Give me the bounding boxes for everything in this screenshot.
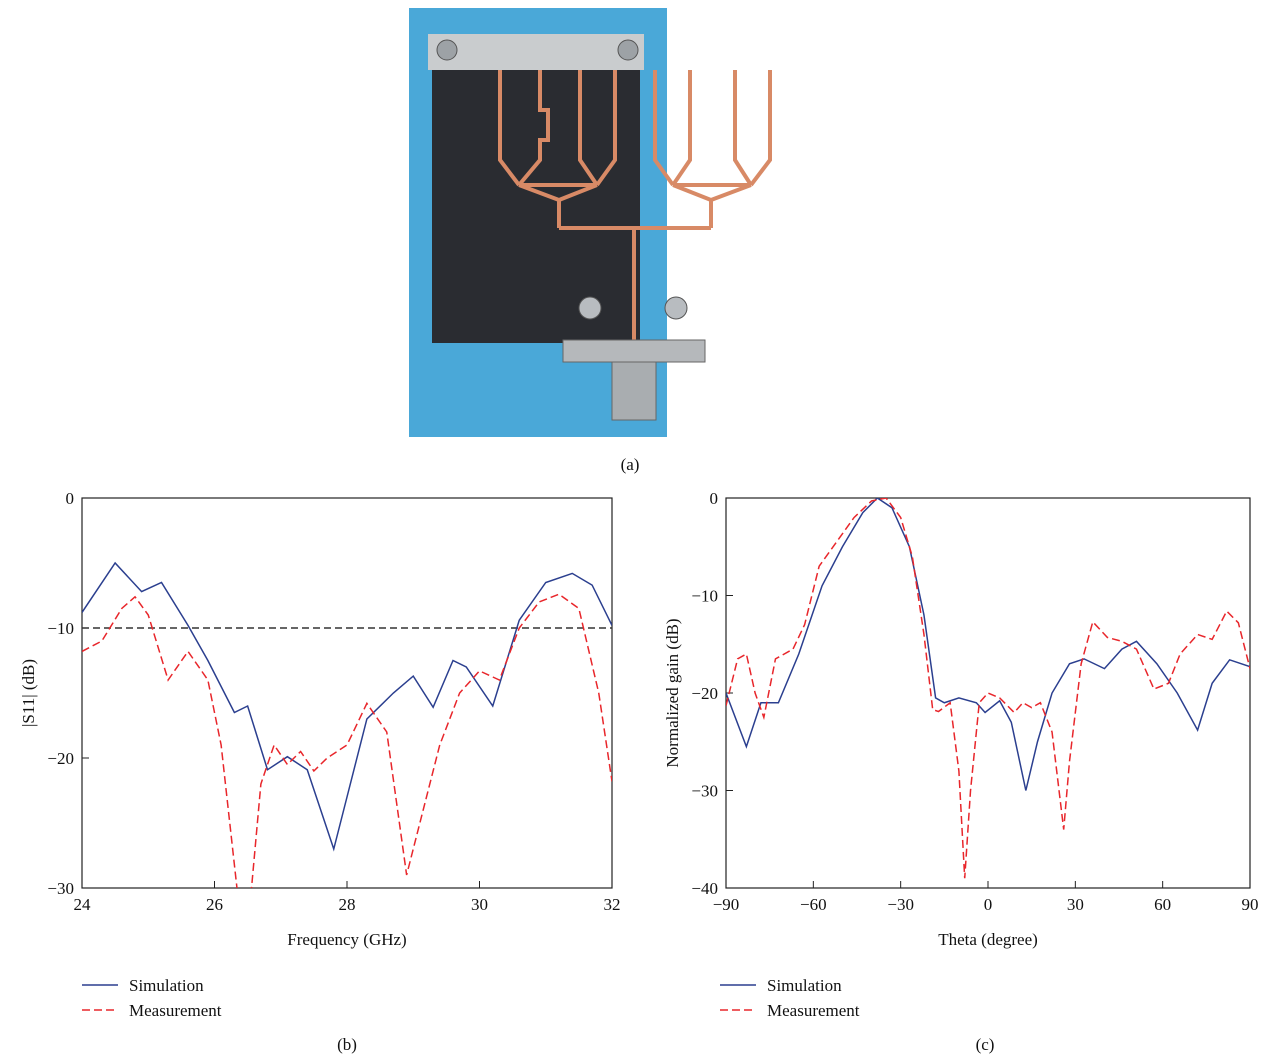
y-tick-label: −30 <box>691 782 718 801</box>
y-tick-label: −40 <box>691 879 718 898</box>
y-tick-label: 0 <box>66 489 75 508</box>
chart-caption: (b) <box>337 1035 357 1054</box>
series-line <box>726 498 1250 879</box>
x-tick-label: 30 <box>471 895 488 914</box>
x-tick-label: 32 <box>604 895 621 914</box>
plot-frame <box>81 497 613 889</box>
x-tick-label: 30 <box>1067 895 1084 914</box>
plot-area <box>82 561 612 888</box>
x-tick-label: 24 <box>74 895 92 914</box>
x-tick-label: 28 <box>339 895 356 914</box>
x-axis-label: Theta (degree) <box>938 930 1038 949</box>
legend-label: Measurement <box>767 1001 860 1020</box>
y-tick-label: −20 <box>691 684 718 703</box>
x-tick-label: −30 <box>887 895 914 914</box>
y-tick-label: −30 <box>47 879 74 898</box>
y-tick-label: −10 <box>47 619 74 638</box>
x-tick-label: 26 <box>206 895 223 914</box>
x-axis-label: Frequency (GHz) <box>287 930 406 949</box>
x-tick-label: 0 <box>984 895 993 914</box>
y-axis-label: |S11| (dB) <box>19 659 38 727</box>
antenna-photo <box>409 8 772 437</box>
y-tick-label: −10 <box>691 587 718 606</box>
x-tick-label: −60 <box>800 895 827 914</box>
y-axis-label: Normalized gain (dB) <box>663 618 682 767</box>
x-tick-label: 90 <box>1242 895 1259 914</box>
x-tick-label: 60 <box>1154 895 1171 914</box>
series-line <box>726 498 1250 791</box>
plot-area <box>726 498 1250 879</box>
photo-caption: (a) <box>621 455 640 474</box>
chart-caption: (c) <box>976 1035 995 1054</box>
y-tick-label: −20 <box>47 749 74 768</box>
x-tick-label: −90 <box>713 895 740 914</box>
y-tick-label: 0 <box>710 489 719 508</box>
legend-label: Simulation <box>129 976 204 995</box>
series-line <box>82 561 612 852</box>
series-line <box>82 593 612 888</box>
plot-frame <box>725 497 1251 889</box>
legend-label: Measurement <box>129 1001 222 1020</box>
legend-label: Simulation <box>767 976 842 995</box>
